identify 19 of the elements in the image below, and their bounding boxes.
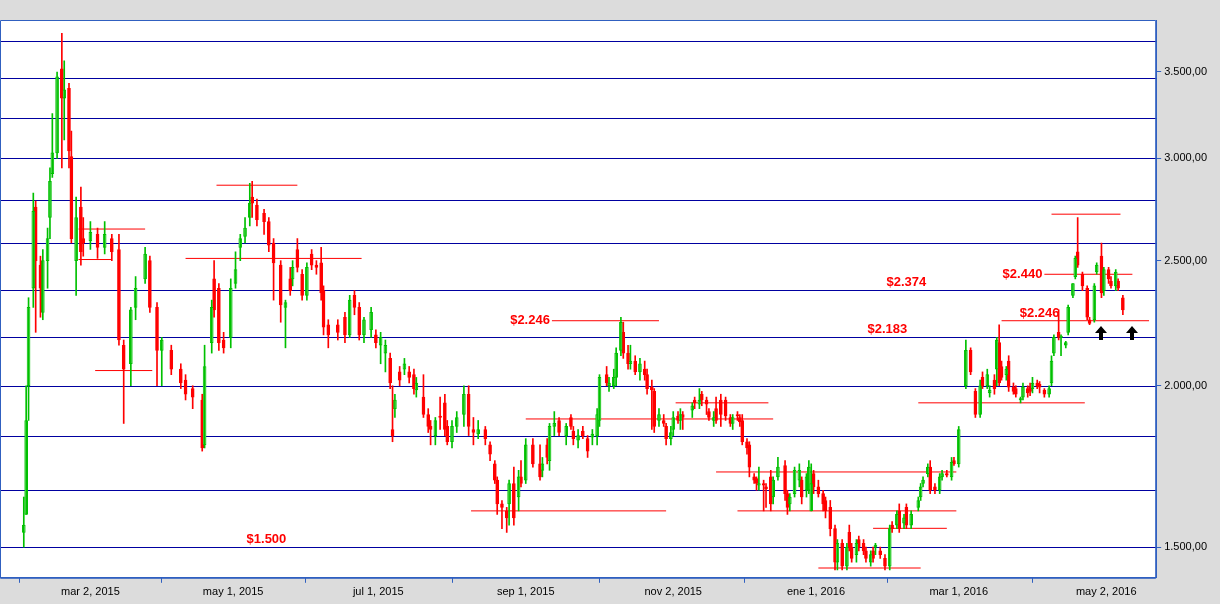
- y-tick-label: 3.000,00: [1164, 151, 1208, 164]
- y-tick-label: 2.500,00: [1164, 253, 1208, 266]
- annotation: $2.440: [1002, 265, 1043, 281]
- y-tick-label: 1.500,00: [1164, 540, 1208, 553]
- x-tick-label: may 2, 2016: [1075, 585, 1137, 598]
- x-tick-label: mar 2, 2015: [61, 585, 120, 598]
- annotation: $2.246: [510, 312, 550, 328]
- y-tick-label: 2.000,00: [1164, 378, 1208, 391]
- x-tick-label: mar 1, 2016: [929, 585, 989, 598]
- x-tick-label: ene 1, 2016: [786, 585, 846, 598]
- x-tick-label: may 1, 2015: [202, 585, 264, 598]
- x-tick-label: nov 2, 2015: [644, 585, 702, 598]
- x-tick-label: jul 1, 2015: [351, 585, 404, 598]
- y-tick-label: 3.500,00: [1164, 65, 1208, 78]
- annotation: $2.374: [886, 273, 928, 289]
- annotation: $2.183: [867, 320, 908, 336]
- annotation: $2.246: [1019, 304, 1060, 320]
- annotation: $1.500: [246, 531, 287, 547]
- x-tick-label: sep 1, 2015: [497, 585, 555, 598]
